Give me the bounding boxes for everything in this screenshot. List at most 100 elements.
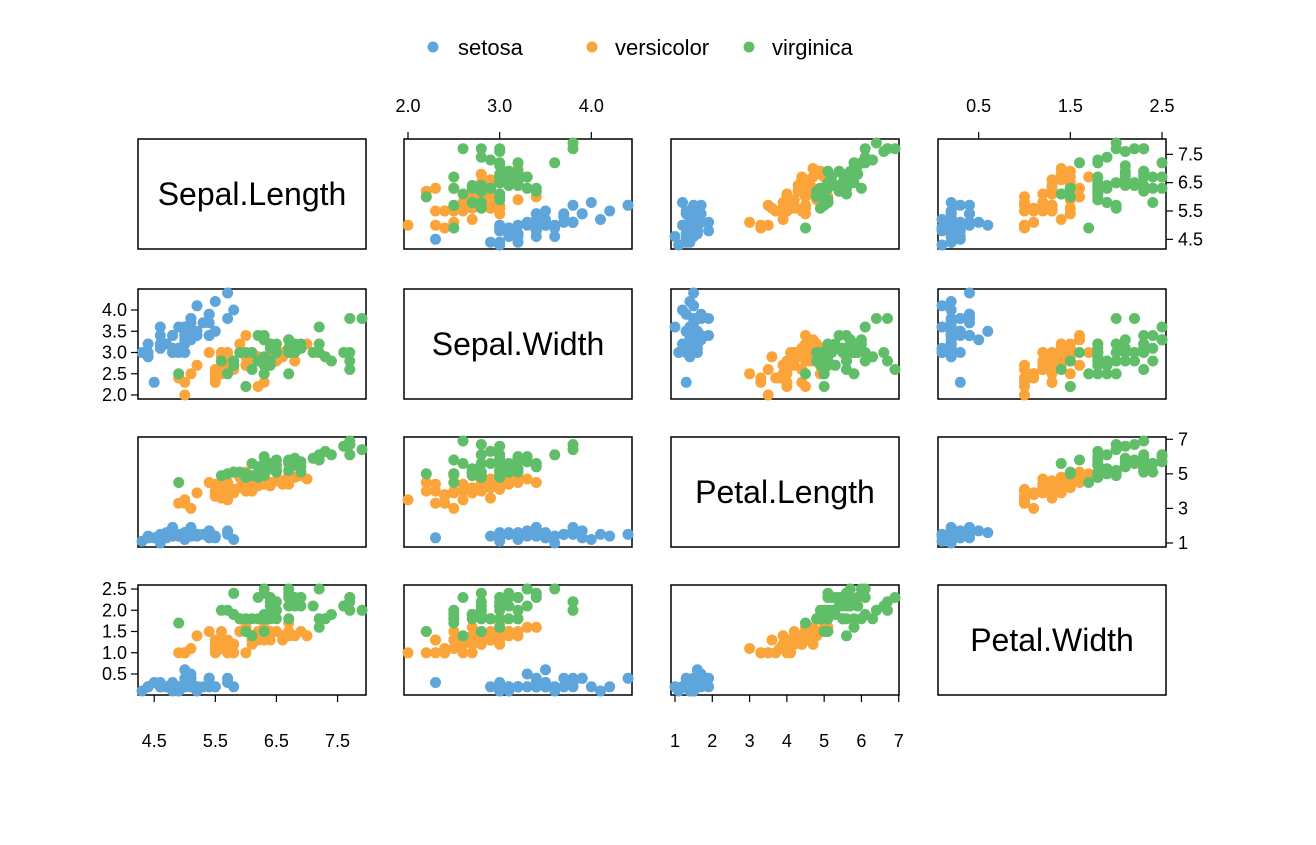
point-setosa-33 xyxy=(945,296,957,307)
point-virginica-31 xyxy=(870,137,882,149)
point-setosa-44 xyxy=(964,521,975,533)
point-setosa-31 xyxy=(530,208,542,220)
point-virginica-6 xyxy=(800,222,811,234)
point-versicolor-36 xyxy=(1064,171,1076,183)
point-versicolor-49 xyxy=(222,483,234,495)
point-virginica-48 xyxy=(1138,461,1150,473)
point-versicolor-48 xyxy=(185,502,197,514)
point-virginica-45 xyxy=(283,464,295,476)
point-versicolor-48 xyxy=(185,368,197,380)
point-versicolor-41 xyxy=(494,630,506,642)
x-axis-top-petal-width: 0.5 1.5 2.5 xyxy=(966,96,1175,139)
point-virginica-29 xyxy=(313,621,325,633)
point-setosa-15 xyxy=(622,528,634,540)
point-setosa-44 xyxy=(703,672,715,684)
point-virginica-48 xyxy=(252,592,264,603)
panel-petal-length-vs-petal-width xyxy=(936,435,1168,549)
point-virginica-46 xyxy=(1101,182,1113,194)
panel-petal-width-vs-petal-length xyxy=(669,583,901,697)
point-versicolor-48 xyxy=(744,216,756,228)
point-versicolor-40 xyxy=(457,205,469,217)
point-versicolor-31 xyxy=(770,647,782,659)
point-versicolor-43 xyxy=(430,219,441,231)
point-virginica-8 xyxy=(1092,368,1104,380)
point-setosa-15 xyxy=(964,199,975,211)
point-setosa-31 xyxy=(530,672,542,684)
point-virginica-25 xyxy=(313,338,325,350)
point-virginica-8 xyxy=(283,368,295,380)
point-virginica-29 xyxy=(313,347,325,358)
point-virginica-44 xyxy=(521,171,533,183)
point-setosa-43 xyxy=(691,325,703,337)
point-virginica-28 xyxy=(1119,355,1131,367)
point-virginica-43 xyxy=(512,452,524,464)
panel-sepal-length-vs-sepal-length: Sepal.Length xyxy=(137,138,367,250)
point-virginica-44 xyxy=(283,334,295,346)
point-setosa-32 xyxy=(595,528,606,540)
point-virginica-6 xyxy=(173,368,185,380)
point-setosa-13 xyxy=(936,347,948,358)
point-setosa-46 xyxy=(567,681,579,693)
y-tick-label: 3 xyxy=(1178,498,1188,518)
point-virginica-5 xyxy=(1119,440,1131,452)
point-virginica-22 xyxy=(344,439,356,450)
point-virginica-6 xyxy=(1083,477,1095,488)
y-tick-label: 4.0 xyxy=(102,300,127,320)
point-setosa-23 xyxy=(521,668,533,680)
point-setosa-42 xyxy=(142,338,154,350)
point-virginica-35 xyxy=(344,592,356,603)
point-setosa-23 xyxy=(973,216,985,228)
point-virginica-47 xyxy=(826,177,838,189)
y-tick-label: 1.0 xyxy=(102,643,127,663)
point-setosa-33 xyxy=(604,205,616,217)
point-virginica-33 xyxy=(1064,182,1076,194)
x-tick-label: 1 xyxy=(670,731,680,751)
point-setosa-32 xyxy=(936,214,948,225)
point-virginica-35 xyxy=(1138,143,1150,155)
point-versicolor-18 xyxy=(420,477,432,488)
point-setosa-45 xyxy=(684,347,696,358)
point-versicolor-43 xyxy=(755,376,767,388)
point-virginica-30 xyxy=(475,449,487,461)
point-setosa-42 xyxy=(142,532,154,544)
point-virginica-9 xyxy=(549,449,561,461)
point-versicolor-25 xyxy=(796,174,808,186)
point-versicolor-44 xyxy=(466,482,478,494)
point-setosa-47 xyxy=(512,231,524,242)
point-versicolor-26 xyxy=(475,168,487,180)
point-virginica-31 xyxy=(870,313,882,324)
point-versicolor-49 xyxy=(475,483,487,495)
point-virginica-18 xyxy=(457,592,469,603)
point-virginica-46 xyxy=(1101,468,1113,480)
legend-marker-setosa xyxy=(427,41,439,53)
point-versicolor-31 xyxy=(439,647,451,659)
point-virginica-7 xyxy=(485,445,496,457)
point-setosa-48 xyxy=(197,681,209,693)
y-tick-label: 7 xyxy=(1178,429,1188,449)
point-virginica-34 xyxy=(457,630,469,642)
point-setosa-47 xyxy=(154,338,166,350)
point-virginica-17 xyxy=(1129,313,1140,324)
x-tick-label: 6.5 xyxy=(264,731,289,751)
point-virginica-49 xyxy=(1092,466,1104,478)
point-virginica-6 xyxy=(173,617,185,629)
point-versicolor-47 xyxy=(252,480,264,492)
point-virginica-22 xyxy=(882,355,893,367)
point-setosa-16 xyxy=(576,208,588,220)
point-virginica-19 xyxy=(420,626,432,637)
point-virginica-45 xyxy=(1138,347,1150,358)
point-virginica-46 xyxy=(818,368,830,380)
outer-axes: 4.5 5.5 6.5 7.5 1 2 3 4 5 6 72.0 3.0 4.0 0.5 1.5 2.52.0… xyxy=(102,96,1203,751)
point-virginica-30 xyxy=(859,609,871,620)
point-versicolor-10 xyxy=(179,389,191,401)
panel-petal-width-vs-sepal-width xyxy=(402,583,634,697)
point-virginica-25 xyxy=(512,157,524,169)
point-virginica-42 xyxy=(466,466,478,478)
point-setosa-8 xyxy=(485,530,496,542)
x-tick-label: 6 xyxy=(856,731,866,751)
point-setosa-36 xyxy=(680,205,692,217)
point-setosa-46 xyxy=(567,216,579,228)
point-versicolor-29 xyxy=(1019,364,1030,375)
point-setosa-48 xyxy=(197,528,209,540)
point-virginica-31 xyxy=(356,313,368,324)
